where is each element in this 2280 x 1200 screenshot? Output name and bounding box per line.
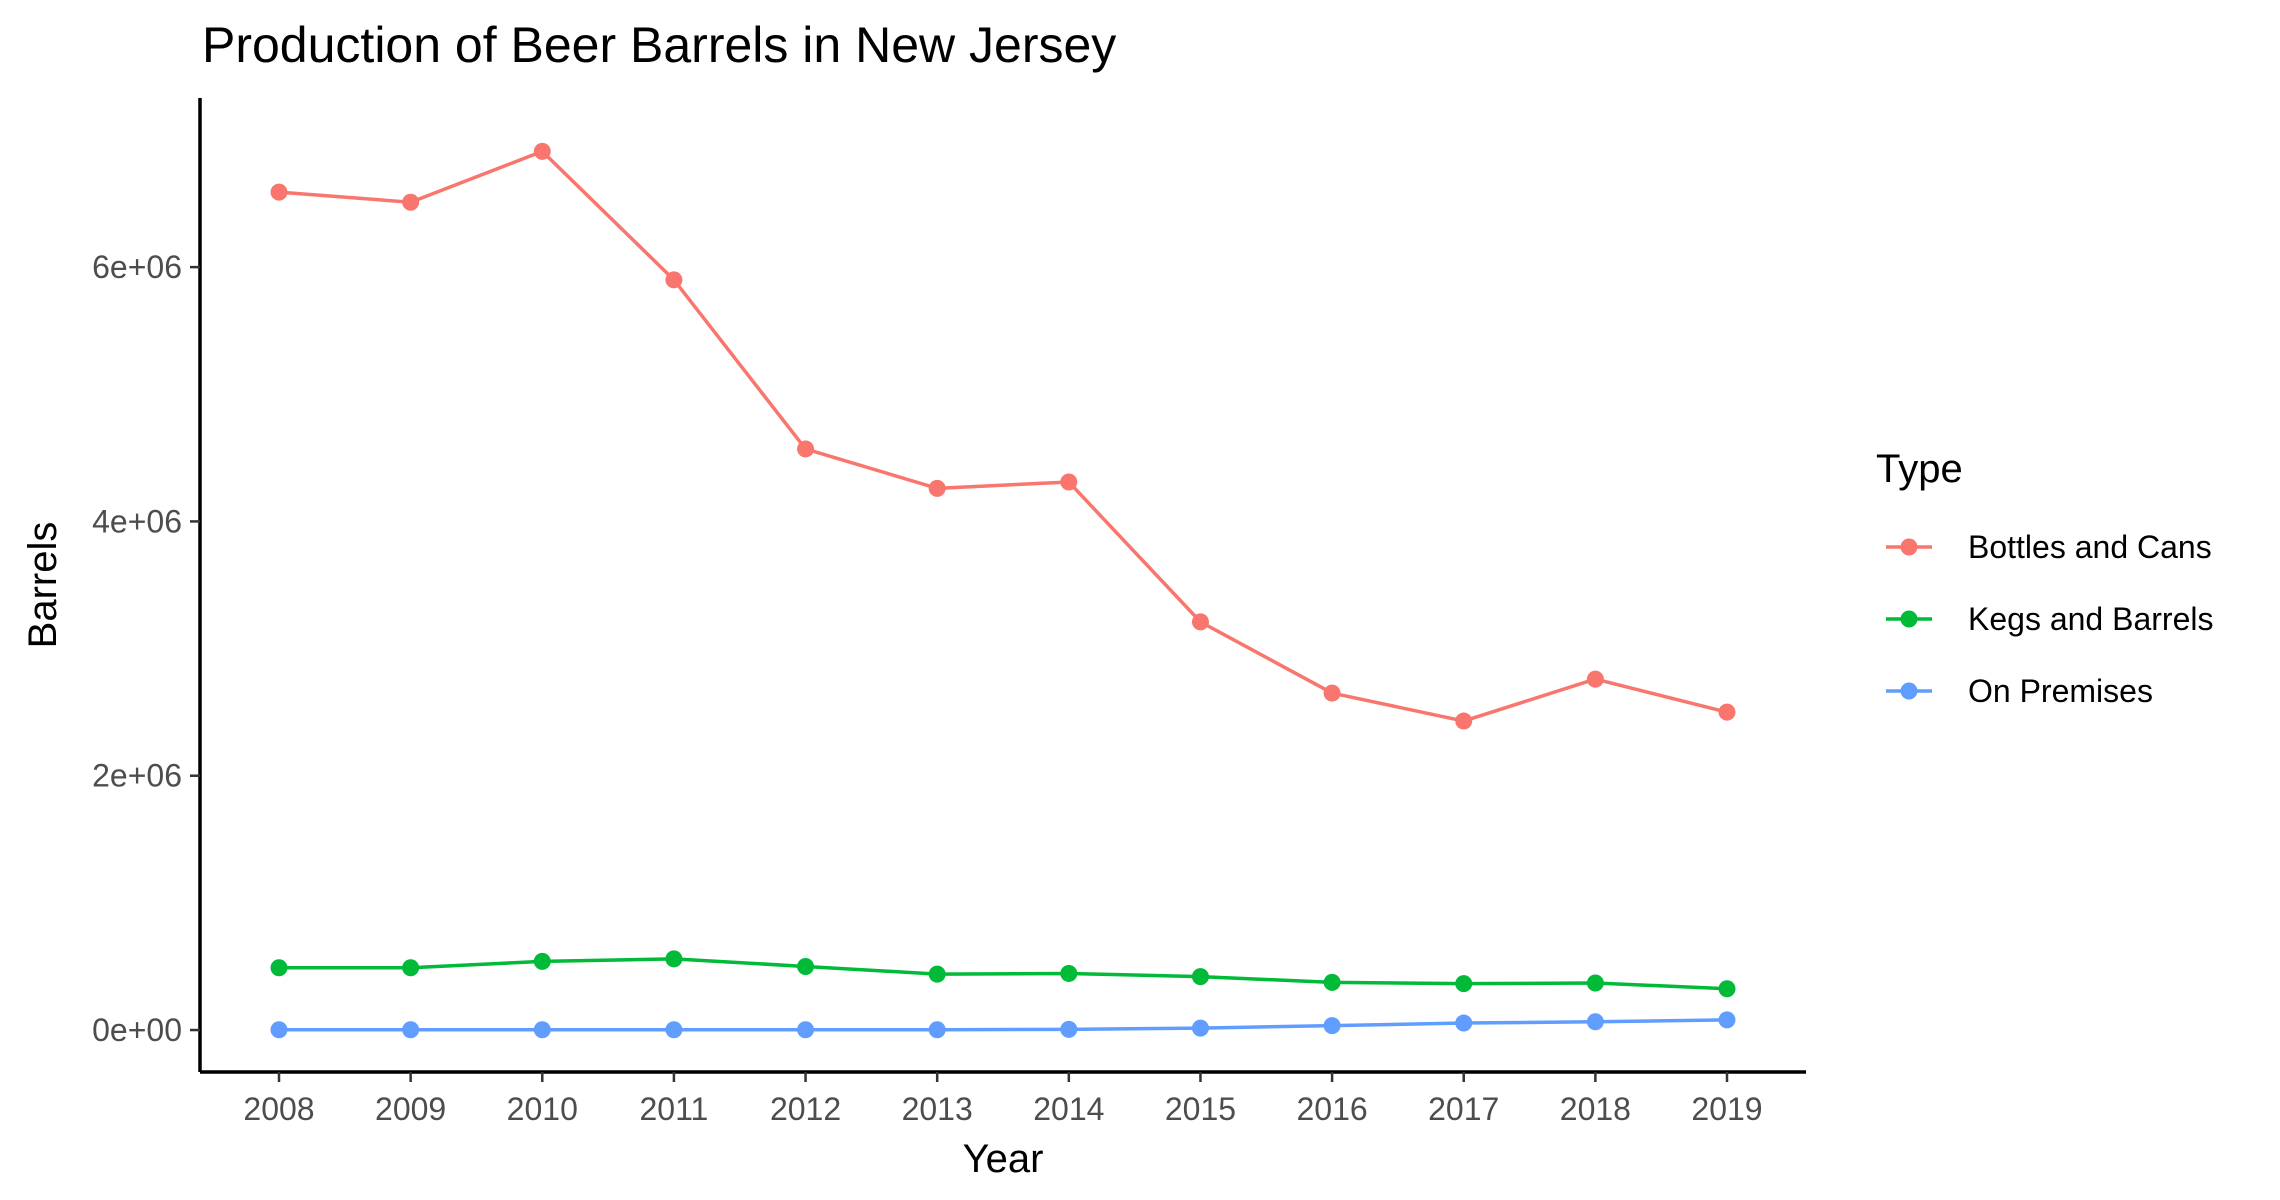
- x-tick-label: 2015: [1165, 1091, 1236, 1127]
- legend-item-on-premises: On Premises: [1886, 673, 2153, 709]
- data-point-bottles-and-cans: [1323, 684, 1341, 702]
- x-axis-title: Year: [963, 1137, 1044, 1181]
- series-line-kegs-and-barrels: [279, 957, 1728, 991]
- x-tick-label: 2009: [375, 1091, 446, 1127]
- x-tick-label: 2014: [1033, 1091, 1104, 1127]
- data-point-bottles-and-cans: [1455, 712, 1473, 730]
- data-point-on-premises: [1718, 1011, 1736, 1029]
- x-tick-label: 2011: [640, 1091, 709, 1127]
- data-point-bottles-and-cans: [665, 271, 683, 289]
- legend-item-bottles-and-cans: Bottles and Cans: [1886, 529, 2212, 565]
- chart-title: Production of Beer Barrels in New Jersey: [202, 17, 1116, 73]
- legend-key-point: [1900, 538, 1918, 556]
- data-point-on-premises: [1060, 1020, 1078, 1038]
- y-tick-label: 0e+00: [92, 1012, 182, 1048]
- data-point-kegs-and-barrels: [928, 965, 946, 983]
- data-point-bottles-and-cans: [1060, 473, 1078, 491]
- data-point-on-premises: [928, 1021, 946, 1039]
- legend: Type Bottles and Cans Kegs and Barrels On …: [1876, 447, 2213, 709]
- legend-title: Type: [1876, 447, 1963, 491]
- y-axis: 0e+00 2e+06 4e+06 6e+06: [92, 249, 200, 1048]
- data-point-kegs-and-barrels: [665, 950, 683, 968]
- data-point-on-premises: [797, 1021, 815, 1039]
- x-tick-label: 2013: [902, 1091, 973, 1127]
- plot-area: [270, 142, 1736, 1039]
- x-tick-label: 2019: [1691, 1091, 1762, 1127]
- data-point-kegs-and-barrels: [1455, 975, 1473, 993]
- series-kegs-and-barrels: [270, 950, 1736, 998]
- y-tick-label: 2e+06: [92, 758, 182, 794]
- data-point-kegs-and-barrels: [797, 957, 815, 975]
- data-point-on-premises: [665, 1021, 683, 1039]
- y-tick-label: 4e+06: [92, 503, 182, 539]
- legend-label: Bottles and Cans: [1968, 529, 2212, 565]
- legend-item-kegs-and-barrels: Kegs and Barrels: [1886, 601, 2213, 637]
- data-point-on-premises: [1586, 1013, 1604, 1031]
- data-point-bottles-and-cans: [1586, 670, 1604, 688]
- data-point-bottles-and-cans: [928, 479, 946, 497]
- data-point-kegs-and-barrels: [402, 959, 420, 977]
- x-tick-label: 2010: [507, 1091, 578, 1127]
- data-point-on-premises: [270, 1021, 288, 1039]
- series-bottles-and-cans: [270, 142, 1736, 730]
- x-tick-label: 2012: [770, 1091, 841, 1127]
- x-axis: 2008 2009 2010 2011 2012 2013 2014 2015 2016 2017…: [243, 1072, 1763, 1127]
- x-tick-label: 2008: [243, 1091, 314, 1127]
- data-point-kegs-and-barrels: [1060, 964, 1078, 982]
- data-point-on-premises: [402, 1021, 420, 1039]
- legend-key-point: [1900, 610, 1918, 628]
- series-line-bottles-and-cans: [278, 149, 1728, 723]
- data-point-bottles-and-cans: [533, 142, 551, 160]
- legend-label: On Premises: [1968, 673, 2153, 709]
- data-point-bottles-and-cans: [270, 183, 288, 201]
- data-point-kegs-and-barrels: [1586, 974, 1604, 992]
- y-tick-label: 6e+06: [92, 249, 182, 285]
- data-point-on-premises: [533, 1021, 551, 1039]
- data-point-kegs-and-barrels: [270, 959, 288, 977]
- data-point-kegs-and-barrels: [1718, 980, 1736, 998]
- y-axis-title: Barrels: [21, 522, 65, 649]
- series-on-premises: [270, 1011, 1736, 1039]
- x-tick-label: 2017: [1428, 1091, 1499, 1127]
- data-point-bottles-and-cans: [1191, 613, 1209, 631]
- data-point-bottles-and-cans: [1718, 703, 1736, 721]
- data-point-on-premises: [1455, 1014, 1473, 1032]
- series-line-on-premises: [279, 1018, 1728, 1032]
- data-point-on-premises: [1191, 1019, 1209, 1037]
- data-point-bottles-and-cans: [797, 440, 815, 458]
- legend-key-point: [1900, 682, 1918, 700]
- data-point-on-premises: [1323, 1017, 1341, 1035]
- x-tick-label: 2018: [1560, 1091, 1631, 1127]
- legend-label: Kegs and Barrels: [1968, 601, 2213, 637]
- data-point-kegs-and-barrels: [533, 952, 551, 970]
- data-point-bottles-and-cans: [402, 193, 420, 211]
- x-tick-label: 2016: [1296, 1091, 1367, 1127]
- data-point-kegs-and-barrels: [1191, 968, 1209, 986]
- data-point-kegs-and-barrels: [1323, 973, 1341, 991]
